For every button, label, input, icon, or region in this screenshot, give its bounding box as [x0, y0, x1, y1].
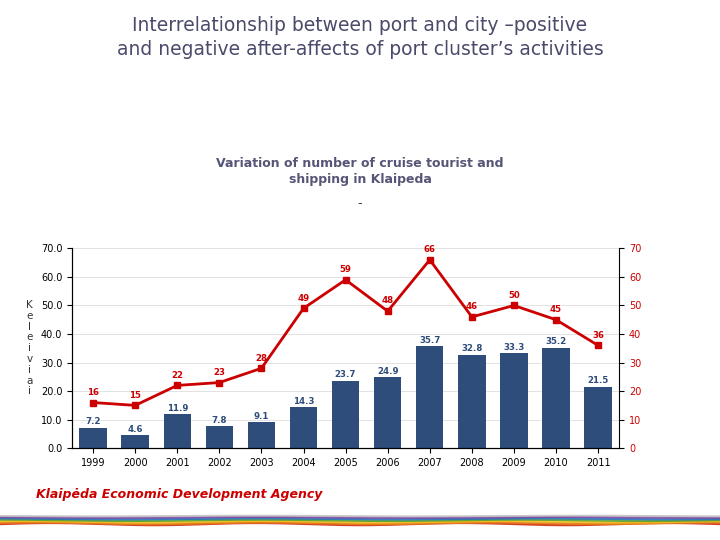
Bar [332, 381, 359, 448]
Text: 59: 59 [340, 265, 351, 274]
Text: 50: 50 [508, 291, 520, 300]
Text: 49: 49 [297, 294, 310, 302]
Text: 21.5: 21.5 [588, 376, 609, 386]
Text: 11.9: 11.9 [166, 404, 188, 413]
Text: 48: 48 [382, 296, 394, 306]
Text: 16: 16 [87, 388, 99, 397]
Text: 36: 36 [592, 330, 604, 340]
Text: 66: 66 [424, 245, 436, 254]
Bar [374, 377, 401, 448]
Bar [290, 407, 318, 448]
Bar [416, 346, 444, 448]
Text: 4.6: 4.6 [127, 424, 143, 434]
Bar [79, 428, 107, 448]
Text: 23: 23 [213, 368, 225, 377]
Text: Variation of number of cruise tourist and
shipping in Klaipeda: Variation of number of cruise tourist an… [216, 157, 504, 186]
Y-axis label: K
e
l
e
i
v
i
a
i: K e l e i v i a i [27, 300, 33, 396]
Text: 24.9: 24.9 [377, 367, 398, 376]
Text: 23.7: 23.7 [335, 370, 356, 379]
Bar [458, 355, 485, 448]
Bar [163, 414, 191, 448]
Text: 7.2: 7.2 [85, 417, 101, 426]
Text: 46: 46 [466, 302, 478, 311]
Text: 45: 45 [550, 305, 562, 314]
Text: -: - [358, 197, 362, 210]
Text: 15: 15 [129, 390, 141, 400]
Text: 14.3: 14.3 [293, 397, 314, 406]
Text: 28: 28 [256, 354, 267, 362]
Bar [206, 426, 233, 448]
Text: Interrelationship between port and city –positive
and negative after-affects of : Interrelationship between port and city … [117, 16, 603, 59]
Bar [585, 387, 612, 448]
Bar [542, 348, 570, 448]
Bar [122, 435, 149, 448]
Text: 35.7: 35.7 [419, 336, 441, 345]
Text: 33.3: 33.3 [503, 343, 525, 352]
Text: Klaipėda Economic Development Agency: Klaipėda Economic Development Agency [36, 488, 323, 501]
Text: 22: 22 [171, 370, 183, 380]
Text: 9.1: 9.1 [253, 412, 269, 421]
Text: 35.2: 35.2 [546, 338, 567, 346]
Text: 32.8: 32.8 [462, 344, 482, 353]
Bar [500, 353, 528, 448]
Text: 7.8: 7.8 [212, 415, 227, 424]
Bar [248, 422, 275, 448]
